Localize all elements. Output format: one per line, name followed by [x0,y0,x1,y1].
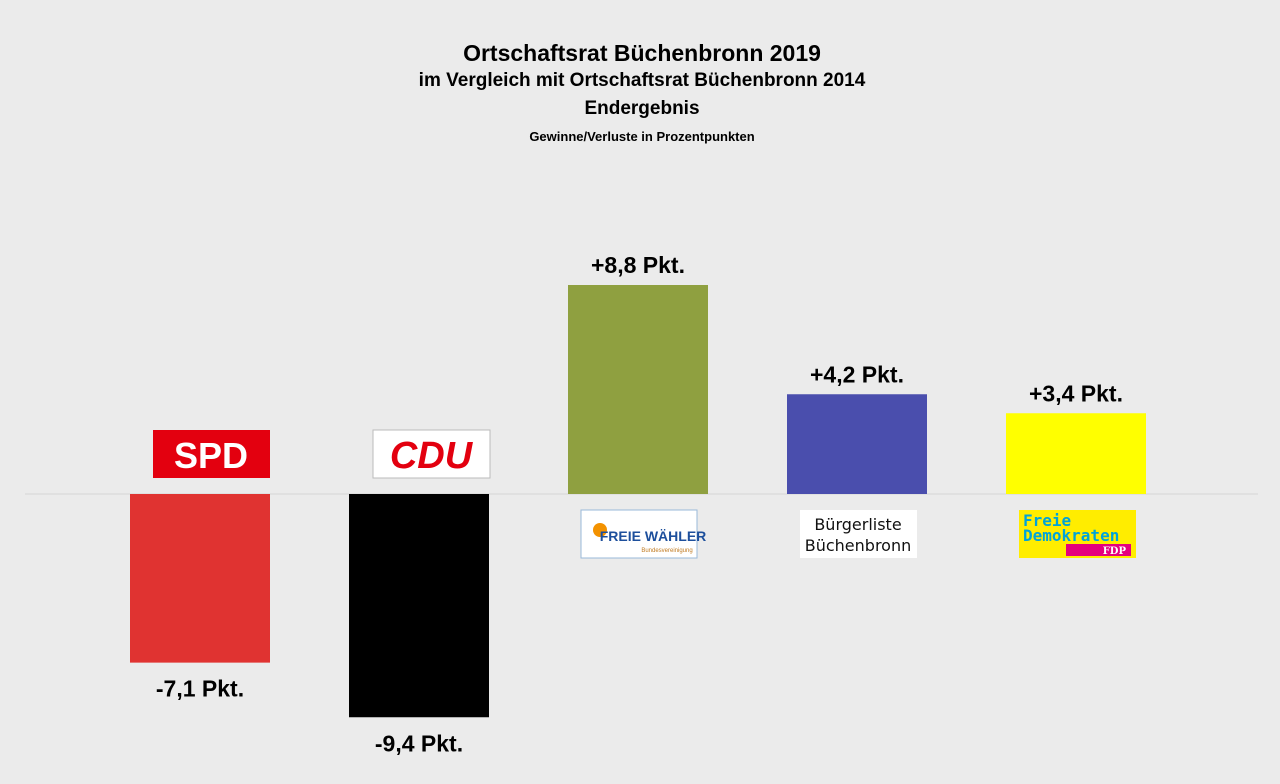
spd-logo-text: SPD [174,435,248,476]
cdu-logo [372,429,491,479]
chart-subtitle: im Vergleich mit Ortschaftsrat Büchenbro… [418,70,866,91]
data-label: -9,4 Pkt. [375,730,463,756]
data-label: +3,4 Pkt. [1029,380,1123,406]
fdp-logo-line1: Freie [1023,511,1071,530]
data-label: +8,8 Pkt. [591,252,685,278]
bar-1 [349,494,489,718]
fdp-logo-bar [1066,544,1131,556]
bar-0 [130,494,270,663]
chart-title: Ortschaftsrat Büchenbronn 2019 [463,40,821,66]
data-label: -7,1 Pkt. [156,676,244,702]
chart-subtitle-3: Gewinne/Verluste in Prozentpunkten [529,129,755,144]
spd-logo [153,430,270,478]
buergerliste-logo-line2: Büchenbronn [805,536,912,555]
cdu-logo-text: CDU [390,435,474,477]
bar-2 [568,285,708,494]
data-label: +4,2 Pkt. [810,361,904,387]
buergerliste-logo-line1: Bürgerliste [814,515,901,534]
fdp-logo-text: FDP [1103,546,1127,557]
chart-subtitle-2: Endergebnis [584,98,700,119]
bar-4 [1006,413,1146,494]
freie-waehler-logo-subtext: Bundesvereinigung [641,548,692,554]
freie-waehler-logo-text: FREIE WÄHLER [600,528,707,544]
sun-icon [593,523,607,537]
bar-3 [787,394,927,494]
buergerliste-logo [800,510,917,558]
fdp-logo-line2: Demokraten [1023,526,1119,545]
chart-titles: Ortschaftsrat Büchenbronn 2019 im Vergle… [0,38,1280,150]
